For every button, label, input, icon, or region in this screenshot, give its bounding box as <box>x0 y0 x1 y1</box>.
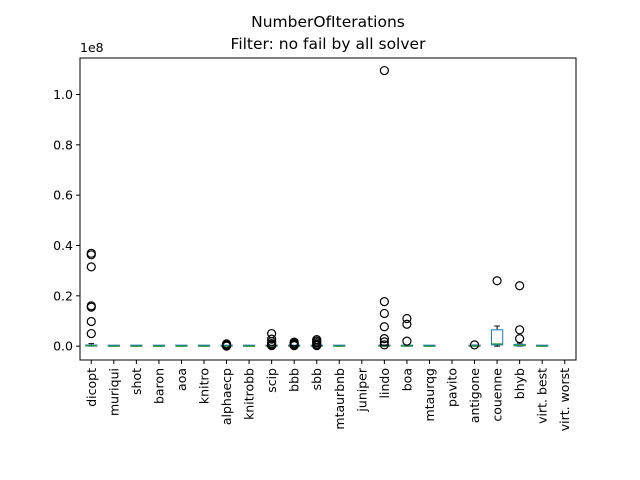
box-couenne <box>490 276 504 347</box>
x-tick-label: sbb <box>309 368 324 390</box>
x-tick-label: mtaurbnb <box>332 368 347 430</box>
outlier-point <box>402 319 412 329</box>
box-shot <box>130 344 143 347</box>
outlier-point <box>86 250 96 260</box>
outlier-point <box>86 328 96 339</box>
x-tick-label: knitrobb <box>242 368 257 420</box>
x-tick-label: antigone <box>467 368 482 423</box>
x-tick-label: bbb <box>287 368 302 392</box>
x-tick-label: virt. worst <box>557 368 572 431</box>
x-tick-label: shot <box>129 368 144 395</box>
outlier-point <box>515 281 525 291</box>
outlier-point <box>86 316 96 327</box>
x-tick-label: scip <box>264 368 279 393</box>
box-dicopt <box>85 248 98 347</box>
chart-title: NumberOfIterations <box>251 13 405 31</box>
y-tick-label: 0.0 <box>53 339 73 354</box>
outlier-point <box>379 340 389 350</box>
outlier-point <box>267 341 277 351</box>
x-tick-label: dicopt <box>84 368 99 407</box>
y-axis: 0.0 0.2 0.4 0.6 0.8 1.0 <box>53 87 80 354</box>
outlier-point <box>312 341 322 351</box>
box-virt-best <box>536 344 549 347</box>
chart-subtitle: Filter: no fail by all solver <box>231 35 427 53</box>
box-alphaecp <box>220 339 233 351</box>
box-bhyb <box>513 281 526 347</box>
y-tick-label: 0.6 <box>53 188 73 203</box>
outlier-point <box>267 334 277 344</box>
x-tick-label: knitro <box>197 368 212 404</box>
outlier-point <box>402 336 412 346</box>
box-knitrobb <box>242 344 256 347</box>
box-lindo <box>378 65 391 350</box>
outlier-point <box>221 341 232 351</box>
outlier-point <box>469 340 480 350</box>
x-tick-label: aoa <box>174 368 189 391</box>
x-tick-label: virt. best <box>535 368 550 424</box>
outlier-point <box>515 325 525 335</box>
box-knitro <box>197 344 211 347</box>
outlier-point <box>379 322 389 332</box>
y-tick-label: 0.4 <box>53 238 73 253</box>
x-tick-label: muriqui <box>106 368 121 416</box>
x-tick-label: pavito <box>445 368 460 407</box>
outlier-point <box>86 262 96 272</box>
outlier-point <box>379 334 389 344</box>
x-axis: dicopt muriqui shot baron aoa knitro alphaecp k… <box>84 360 572 431</box>
y-axis-multiplier: 1e8 <box>80 40 104 55</box>
x-tick-label: couenne <box>490 368 505 422</box>
x-tick-label: alphaecp <box>219 368 234 425</box>
x-tick-label: baron <box>151 368 166 404</box>
outlier-point <box>379 297 389 307</box>
x-tick-label: mtaurqg <box>422 368 437 421</box>
box-bbb <box>288 337 301 351</box>
box-boa <box>400 313 414 347</box>
x-tick-label: lindo <box>377 368 392 398</box>
box-aoa <box>175 344 188 347</box>
outlier-point <box>492 276 502 286</box>
box-muriqui <box>107 344 120 347</box>
box-scip <box>265 328 278 351</box>
box-mtaurbnb <box>333 344 346 347</box>
y-tick-label: 1.0 <box>53 87 73 102</box>
outlier-point <box>379 308 389 319</box>
x-tick-label: juniper <box>354 367 369 412</box>
box-series <box>85 65 549 351</box>
outlier-point <box>86 302 96 312</box>
outlier-point <box>402 313 412 324</box>
y-tick-label: 0.8 <box>53 137 73 152</box>
x-tick-label: boa <box>399 368 414 391</box>
y-tick-label: 0.2 <box>53 288 73 303</box>
iqr-box <box>490 329 504 346</box>
outlier-point <box>379 65 389 76</box>
outlier-point <box>379 337 389 347</box>
box-baron <box>152 344 166 347</box>
box-sbb <box>310 335 323 351</box>
box-mtaurqg <box>423 344 436 347</box>
box-antigone <box>468 340 481 350</box>
outlier-point <box>515 334 525 344</box>
x-tick-label: bhyb <box>512 368 527 399</box>
plot-frame <box>79 57 577 361</box>
outlier-point <box>289 341 299 351</box>
